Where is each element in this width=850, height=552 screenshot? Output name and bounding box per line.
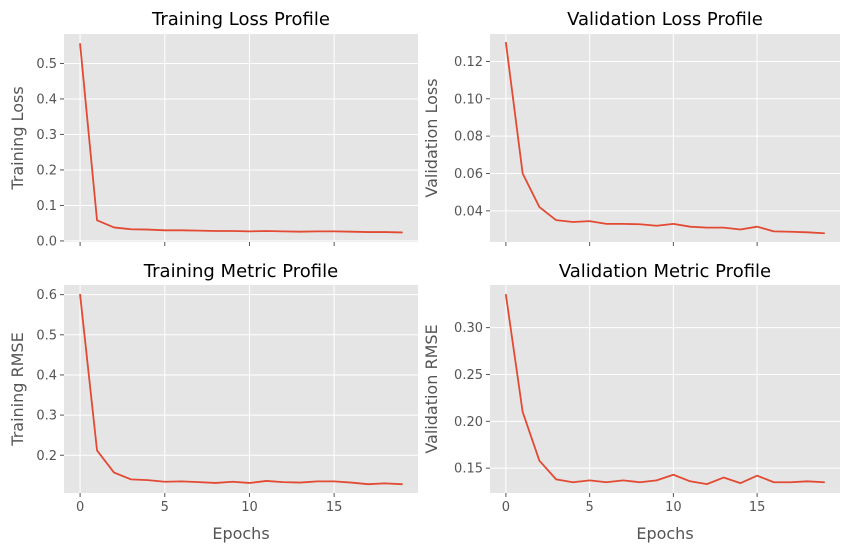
series-line [505, 41, 825, 235]
y-tick-label: 0.30 [454, 321, 483, 336]
y-tick-label: 0.2 [36, 163, 57, 178]
y-tick-labels: 0.0 0.1 0.2 0.3 0.4 0.5 [36, 57, 64, 249]
y-tick-label: 0.1 [36, 199, 57, 214]
y-tick-label: 0.2 [36, 449, 57, 464]
series-lines [505, 41, 825, 235]
x-tick-label: 15 [749, 500, 766, 515]
y-tick-label: 0.6 [36, 288, 57, 303]
y-axis-label: Training Loss [8, 86, 27, 190]
y-tick-label: 0.4 [36, 368, 57, 383]
x-tick-label: 0 [502, 500, 510, 515]
grid-lines [64, 34, 418, 242]
plot-area [490, 34, 840, 242]
x-tick-label: 5 [161, 500, 169, 515]
y-tick-label: 0.15 [454, 462, 483, 477]
chart-title: Validation Metric Profile [559, 261, 771, 282]
chart-title: Validation Loss Profile [567, 9, 763, 30]
x-axis-label: Epochs [212, 524, 269, 543]
series-line [79, 293, 403, 486]
x-tick-label: 10 [665, 500, 682, 515]
chart-title: Training Metric Profile [143, 261, 338, 282]
series-lines [79, 43, 403, 234]
y-tick-label: 0.12 [454, 55, 483, 70]
y-tick-label: 0.06 [454, 167, 483, 182]
plot-area [490, 285, 840, 493]
x-tick-labels [79, 242, 335, 246]
y-tick-label: 0.08 [454, 130, 483, 145]
x-tick-labels [505, 242, 758, 246]
y-tick-label: 0.5 [36, 57, 57, 72]
y-tick-labels: 0.2 0.3 0.4 0.5 0.6 [36, 288, 64, 464]
x-tick-labels: 0 5 10 15 [502, 493, 766, 515]
y-tick-label: 0.04 [454, 204, 483, 219]
y-tick-label: 0.25 [454, 368, 483, 383]
y-tick-label: 0.3 [36, 128, 57, 143]
y-tick-label: 0.5 [36, 328, 57, 343]
panel-validation-metric: 0.15 0.20 0.25 0.30 0 5 10 15 Validation Metri… [422, 261, 840, 543]
grid-lines [64, 285, 418, 493]
x-axis-label: Epochs [636, 524, 693, 543]
plot-area [64, 285, 418, 493]
panel-training-metric: 0.2 0.3 0.4 0.5 0.6 0 5 10 15 Training Metric P… [8, 261, 418, 543]
y-tick-label: 0.20 [454, 415, 483, 430]
x-tick-labels: 0 5 10 15 [76, 493, 342, 515]
plot-area [64, 34, 418, 242]
series-lines [505, 293, 825, 486]
panel-training-loss: 0.0 0.1 0.2 0.3 0.4 0.5 Training Loss Profile… [8, 9, 418, 249]
panel-validation-loss: 0.04 0.06 0.08 0.10 0.12 Validation Loss Pro… [422, 9, 840, 246]
series-lines [79, 293, 403, 486]
y-tick-labels: 0.15 0.20 0.25 0.30 [454, 321, 490, 477]
grid-lines [490, 285, 840, 493]
y-tick-label: 0.0 [36, 234, 57, 249]
y-tick-labels: 0.04 0.06 0.08 0.10 0.12 [454, 55, 490, 219]
chart-title: Training Loss Profile [151, 9, 330, 30]
y-axis-label: Validation RMSE [422, 324, 441, 453]
y-axis-label: Training RMSE [8, 332, 27, 446]
y-tick-label: 0.4 [36, 92, 57, 107]
grid-lines [490, 34, 840, 242]
series-line [505, 293, 825, 486]
x-tick-label: 0 [76, 500, 84, 515]
series-line [79, 43, 403, 234]
y-tick-label: 0.10 [454, 92, 483, 107]
x-tick-label: 10 [241, 500, 258, 515]
y-tick-label: 0.3 [36, 409, 57, 424]
y-axis-label: Validation Loss [422, 78, 441, 197]
x-tick-label: 5 [586, 500, 594, 515]
x-tick-label: 15 [326, 500, 343, 515]
